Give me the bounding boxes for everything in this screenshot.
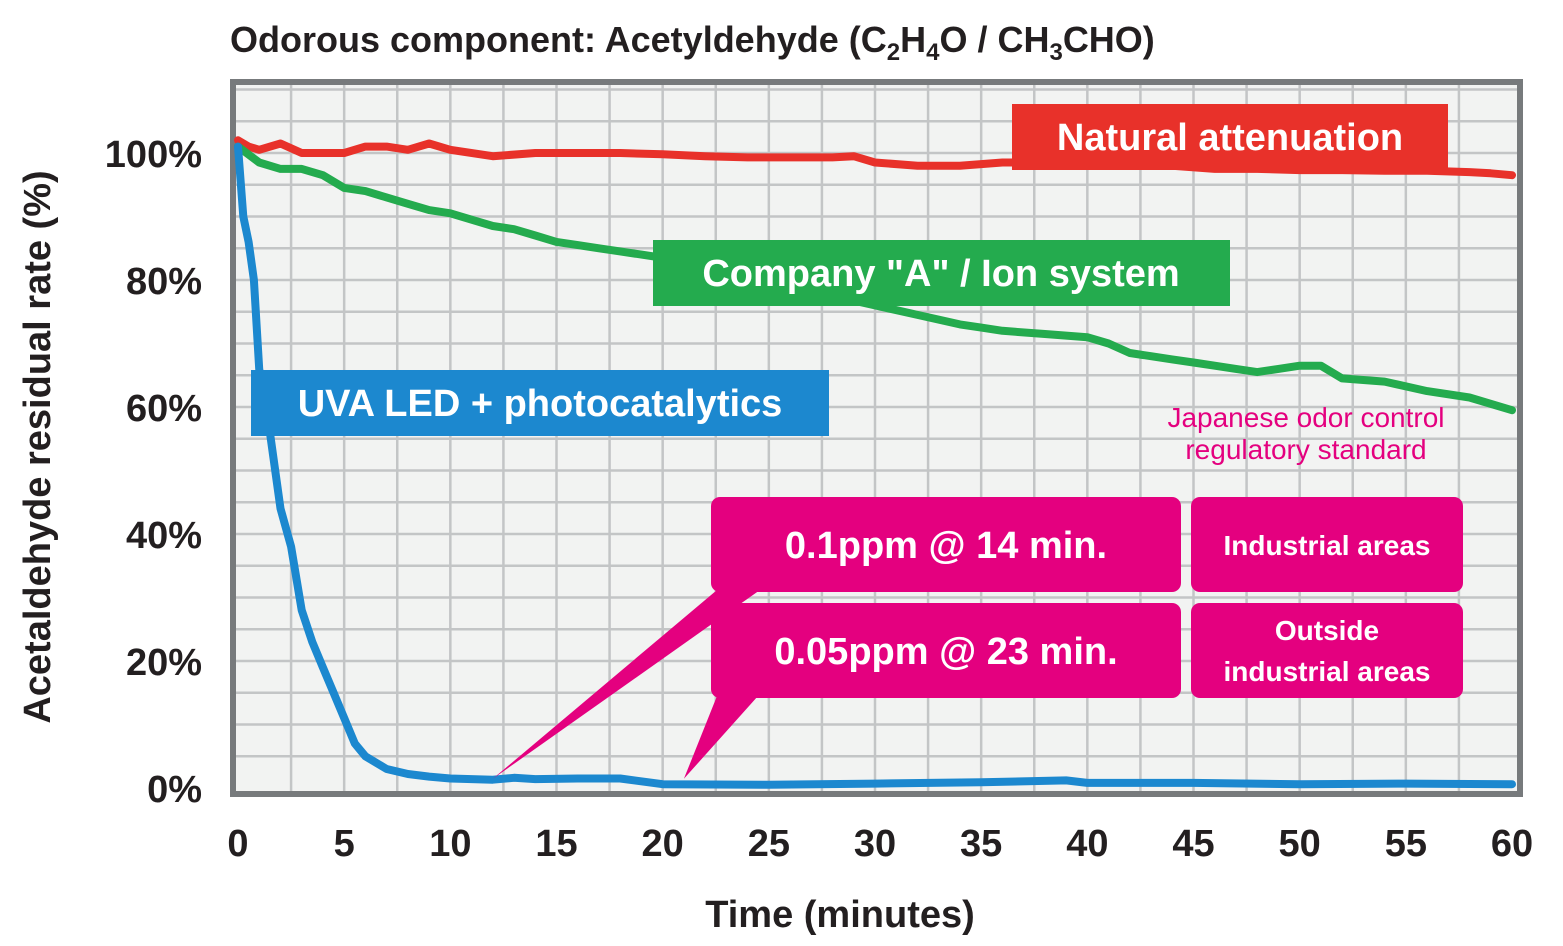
- x-tick-label: 15: [535, 823, 577, 865]
- callout-2-text: 0.05ppm @ 23 min.: [774, 631, 1117, 673]
- x-tick-label: 10: [429, 823, 471, 865]
- y-tick-label: 60%: [126, 388, 202, 430]
- x-tick-label: 60: [1491, 823, 1533, 865]
- title-part-4: CHO): [1063, 19, 1155, 60]
- y-tick-label: 20%: [126, 642, 202, 684]
- title-sub-3: 3: [1049, 39, 1062, 66]
- title-part-2: H: [900, 19, 926, 60]
- y-tick-labels: 0% 20% 40% 60% 80% 100%: [105, 134, 202, 811]
- callout-pointer-1: [492, 590, 760, 779]
- label-company-a: Company "A" / Ion system: [653, 240, 1230, 306]
- label-company-a-box: [653, 240, 1230, 306]
- callout-1-box: [711, 497, 1181, 592]
- title-part-3: O / CH: [939, 19, 1049, 60]
- x-tick-label: 50: [1279, 823, 1321, 865]
- x-axis-title: Time (minutes): [705, 894, 975, 936]
- title-prefix: Odorous component: Acetyldehyde (C: [230, 19, 887, 60]
- callouts: 0.1ppm @ 14 min. 0.05ppm @ 23 min. Indus…: [492, 497, 1463, 779]
- callout-pointer-2: [683, 696, 758, 779]
- y-tick-label: 40%: [126, 515, 202, 557]
- plot-frame: [230, 79, 1523, 797]
- standard-title-line2: regulatory standard: [1185, 434, 1426, 465]
- x-tick-label: 0: [227, 823, 248, 865]
- callout-2-box: [711, 603, 1181, 698]
- x-tick-label: 40: [1066, 823, 1108, 865]
- label-natural-box: [1012, 104, 1448, 170]
- x-tick-label: 25: [748, 823, 790, 865]
- y-axis-title: Acetaldehyde residual rate (%): [17, 170, 59, 723]
- area-1-text: Industrial areas: [1224, 530, 1431, 561]
- y-tick-label: 80%: [126, 261, 202, 303]
- chart-title: Odorous component: Acetyldehyde (C2H4O /…: [230, 19, 1155, 66]
- area-1-box: [1191, 497, 1463, 592]
- label-company-a-text: Company "A" / Ion system: [702, 253, 1179, 295]
- area-2-text-line2: industrial areas: [1224, 656, 1431, 687]
- x-tick-label: 55: [1385, 823, 1427, 865]
- label-natural-text: Natural attenuation: [1057, 117, 1403, 159]
- title-sub-2: 4: [926, 39, 940, 66]
- label-uva: UVA LED + photocatalytics: [251, 370, 829, 436]
- y-tick-label: 100%: [105, 134, 202, 176]
- area-2-text-line1: Outside: [1275, 615, 1379, 646]
- x-tick-label: 5: [334, 823, 355, 865]
- label-uva-box: [251, 370, 829, 436]
- standard-title-line1: Japanese odor control: [1167, 402, 1444, 433]
- x-tick-label: 45: [1172, 823, 1214, 865]
- x-tick-label: 20: [642, 823, 684, 865]
- area-2-box: [1191, 603, 1463, 698]
- x-tick-label: 35: [960, 823, 1002, 865]
- x-tick-labels: 0 5 10 15 20 25 30 35 40 45 50 55 60: [227, 823, 1533, 865]
- callout-1-text: 0.1ppm @ 14 min.: [785, 525, 1107, 567]
- label-uva-text: UVA LED + photocatalytics: [298, 383, 783, 425]
- label-natural: Natural attenuation: [1012, 104, 1448, 170]
- x-tick-label: 30: [854, 823, 896, 865]
- series-uva-led-photocatalytic: [234, 142, 1516, 789]
- title-sub-1: 2: [887, 39, 900, 66]
- y-tick-label: 0%: [147, 769, 202, 811]
